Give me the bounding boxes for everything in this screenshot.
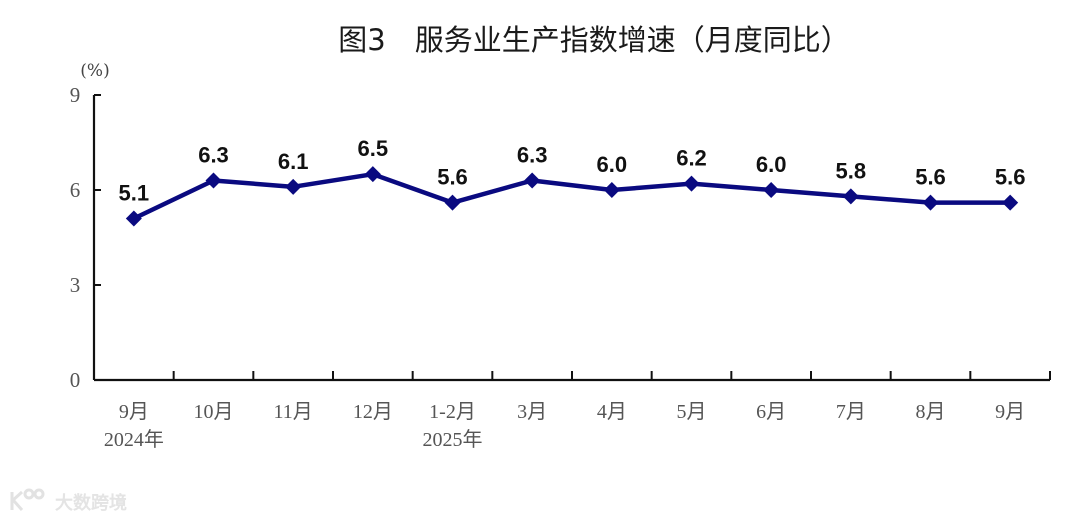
x-tick-label: 7月 [836, 401, 866, 423]
x-tick-label: 11月 [274, 401, 313, 423]
x-tick-label: 10月 [194, 401, 234, 423]
diamond-marker-icon [285, 178, 302, 195]
x-tick-label: 9月 [995, 401, 1025, 423]
watermark-logo-icon [10, 488, 45, 511]
chart-axes [92, 95, 1050, 382]
y-axis-ticks: 0 3 6 9 [70, 83, 101, 392]
data-value-label: 6.2 [676, 146, 707, 171]
diamond-marker-icon [524, 172, 541, 189]
y-tick-label: 0 [70, 368, 81, 392]
diamond-marker-icon [1002, 194, 1019, 211]
diamond-marker-icon [763, 182, 780, 198]
data-value-label: 5.8 [836, 158, 867, 183]
x-tick-label: 9月 [119, 401, 149, 423]
data-value-label: 6.5 [358, 136, 389, 161]
data-value-label: 6.0 [597, 152, 628, 177]
diamond-marker-icon [842, 188, 859, 205]
diamond-marker-icon [683, 175, 700, 192]
x-tick-label: 2024年 [104, 428, 164, 451]
x-tick-label: 3月 [517, 401, 547, 423]
data-value-label: 5.1 [119, 181, 150, 206]
x-axis-ticks: 9月 2024年 10月 11月 12月 1-2月 2025年 3月 4月 5月 6月 7月 8月 9月 [104, 371, 1051, 451]
data-labels: 5.1 6.3 6.1 6.5 5.6 6.3 6.0 6.2 6.0 5.8 5.6 5.6 [119, 136, 1026, 205]
data-value-label: 5.6 [915, 165, 946, 190]
data-value-label: 6.1 [278, 149, 309, 174]
y-tick-label: 9 [70, 83, 81, 107]
watermark: 大数跨境 [10, 488, 127, 514]
diamond-marker-icon [205, 172, 222, 189]
data-value-label: 6.3 [198, 143, 229, 168]
x-tick-label: 4月 [597, 401, 627, 423]
data-value-label: 6.3 [517, 143, 548, 168]
x-tick-label: 8月 [916, 401, 946, 423]
x-tick-label: 2025年 [423, 428, 483, 451]
chart-title: 图3 服务业生产指数增速（月度同比） [338, 23, 849, 57]
diamond-marker-icon [364, 166, 381, 183]
diamond-marker-icon [125, 210, 142, 227]
data-value-label: 5.6 [995, 165, 1026, 190]
data-value-label: 5.6 [437, 165, 468, 190]
watermark-text: 大数跨境 [55, 492, 127, 514]
x-tick-label: 12月 [353, 401, 393, 423]
diamond-marker-icon [603, 182, 620, 198]
data-series [125, 166, 1019, 227]
diamond-marker-icon [444, 194, 461, 211]
y-tick-label: 6 [70, 178, 81, 202]
data-value-label: 6.0 [756, 152, 787, 177]
x-tick-label: 6月 [756, 401, 786, 423]
x-tick-label: 1-2月 [429, 401, 476, 423]
y-tick-label: 3 [70, 273, 81, 297]
diamond-marker-icon [922, 194, 939, 211]
x-tick-label: 5月 [677, 401, 707, 423]
y-axis-unit-label: (%) [80, 61, 109, 81]
series-line [132, 171, 1011, 221]
